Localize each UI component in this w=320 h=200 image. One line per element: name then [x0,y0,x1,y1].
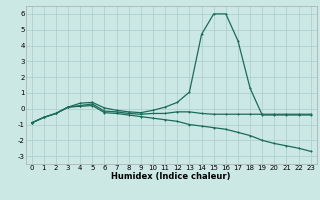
X-axis label: Humidex (Indice chaleur): Humidex (Indice chaleur) [111,172,231,181]
